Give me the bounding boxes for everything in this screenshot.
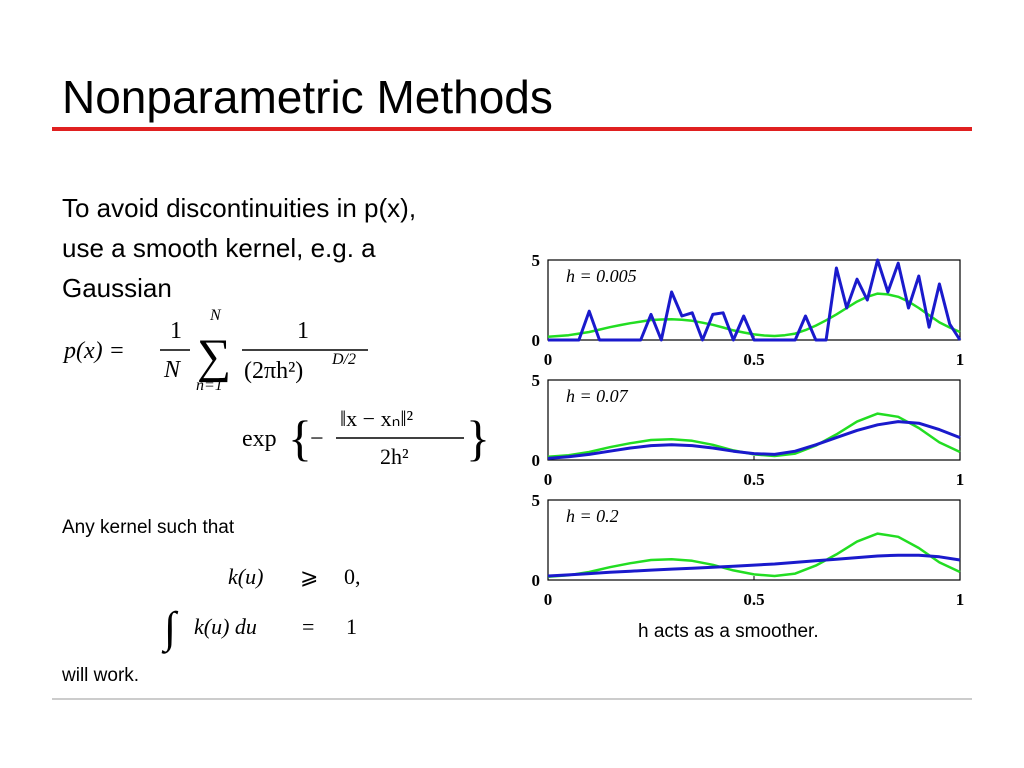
y-tick-label: 0 (532, 331, 541, 350)
x-tick-label: 0.5 (743, 590, 764, 609)
y-tick-label: 5 (532, 491, 541, 510)
formula-text: } (466, 410, 490, 466)
formula-text: p(x) = (62, 338, 125, 364)
formula-text: ∑ (197, 330, 231, 383)
series-line (548, 258, 962, 342)
formula-text: N (209, 307, 222, 324)
x-tick-label: 0 (544, 350, 553, 369)
formula-text: 2h² (380, 444, 409, 469)
formula-text: = (302, 614, 314, 639)
x-tick-label: 1 (956, 350, 965, 369)
y-tick-label: 0 (532, 571, 541, 590)
y-tick-label: 0 (532, 451, 541, 470)
y-tick-label: 5 (532, 251, 541, 270)
formula-text: − (310, 426, 324, 452)
x-tick-label: 0.5 (743, 350, 764, 369)
body-line: use a smooth kernel, e.g. a (62, 233, 376, 263)
series-line (547, 292, 961, 339)
x-tick-label: 0 (544, 470, 553, 489)
series-line (547, 553, 961, 578)
formula-text: 1 (297, 318, 309, 344)
formula-text: { (288, 410, 312, 466)
x-tick-label: 0.5 (743, 470, 764, 489)
caption: h acts as a smoother. (638, 621, 819, 642)
formula-text: exp (242, 426, 277, 452)
y-tick-label: 5 (532, 371, 541, 390)
formula-text: ⩾ (300, 564, 318, 589)
formula-text: k(u) (228, 564, 263, 589)
formula-text: 1 (346, 614, 357, 639)
formula-text: ‖x − xₙ‖² (340, 406, 414, 431)
gaussian-formula: p(x) = 1 N ∑ N n=1 1 (2πh²) D/2 exp { − … (62, 307, 490, 469)
kernel-intro: Any kernel such that (62, 517, 235, 538)
x-tick-label: 1 (956, 470, 965, 489)
series-line (547, 532, 961, 579)
formula-text: (2πh²) (244, 358, 303, 384)
formula-text: N (163, 357, 182, 383)
slide-title: Nonparametric Methods (62, 71, 553, 123)
x-tick-label: 0 (544, 590, 553, 609)
formula-text: n=1 (196, 377, 223, 394)
body-line: Gaussian (62, 273, 172, 303)
formula-text: k(u) du (194, 614, 257, 639)
annotation: h = 0.2 (566, 506, 619, 526)
annotation: h = 0.005 (566, 266, 637, 286)
series-line (547, 420, 961, 460)
x-tick-label: 1 (956, 590, 965, 609)
formula-text: ∫ (161, 603, 179, 654)
annotation: h = 0.07 (566, 386, 629, 406)
formula-text: 1 (170, 318, 182, 344)
outro: will work. (61, 665, 139, 686)
formula-text: D/2 (331, 351, 356, 368)
formula-text: 0, (344, 564, 361, 589)
body-line: To avoid discontinuities in p(x), (62, 193, 416, 223)
